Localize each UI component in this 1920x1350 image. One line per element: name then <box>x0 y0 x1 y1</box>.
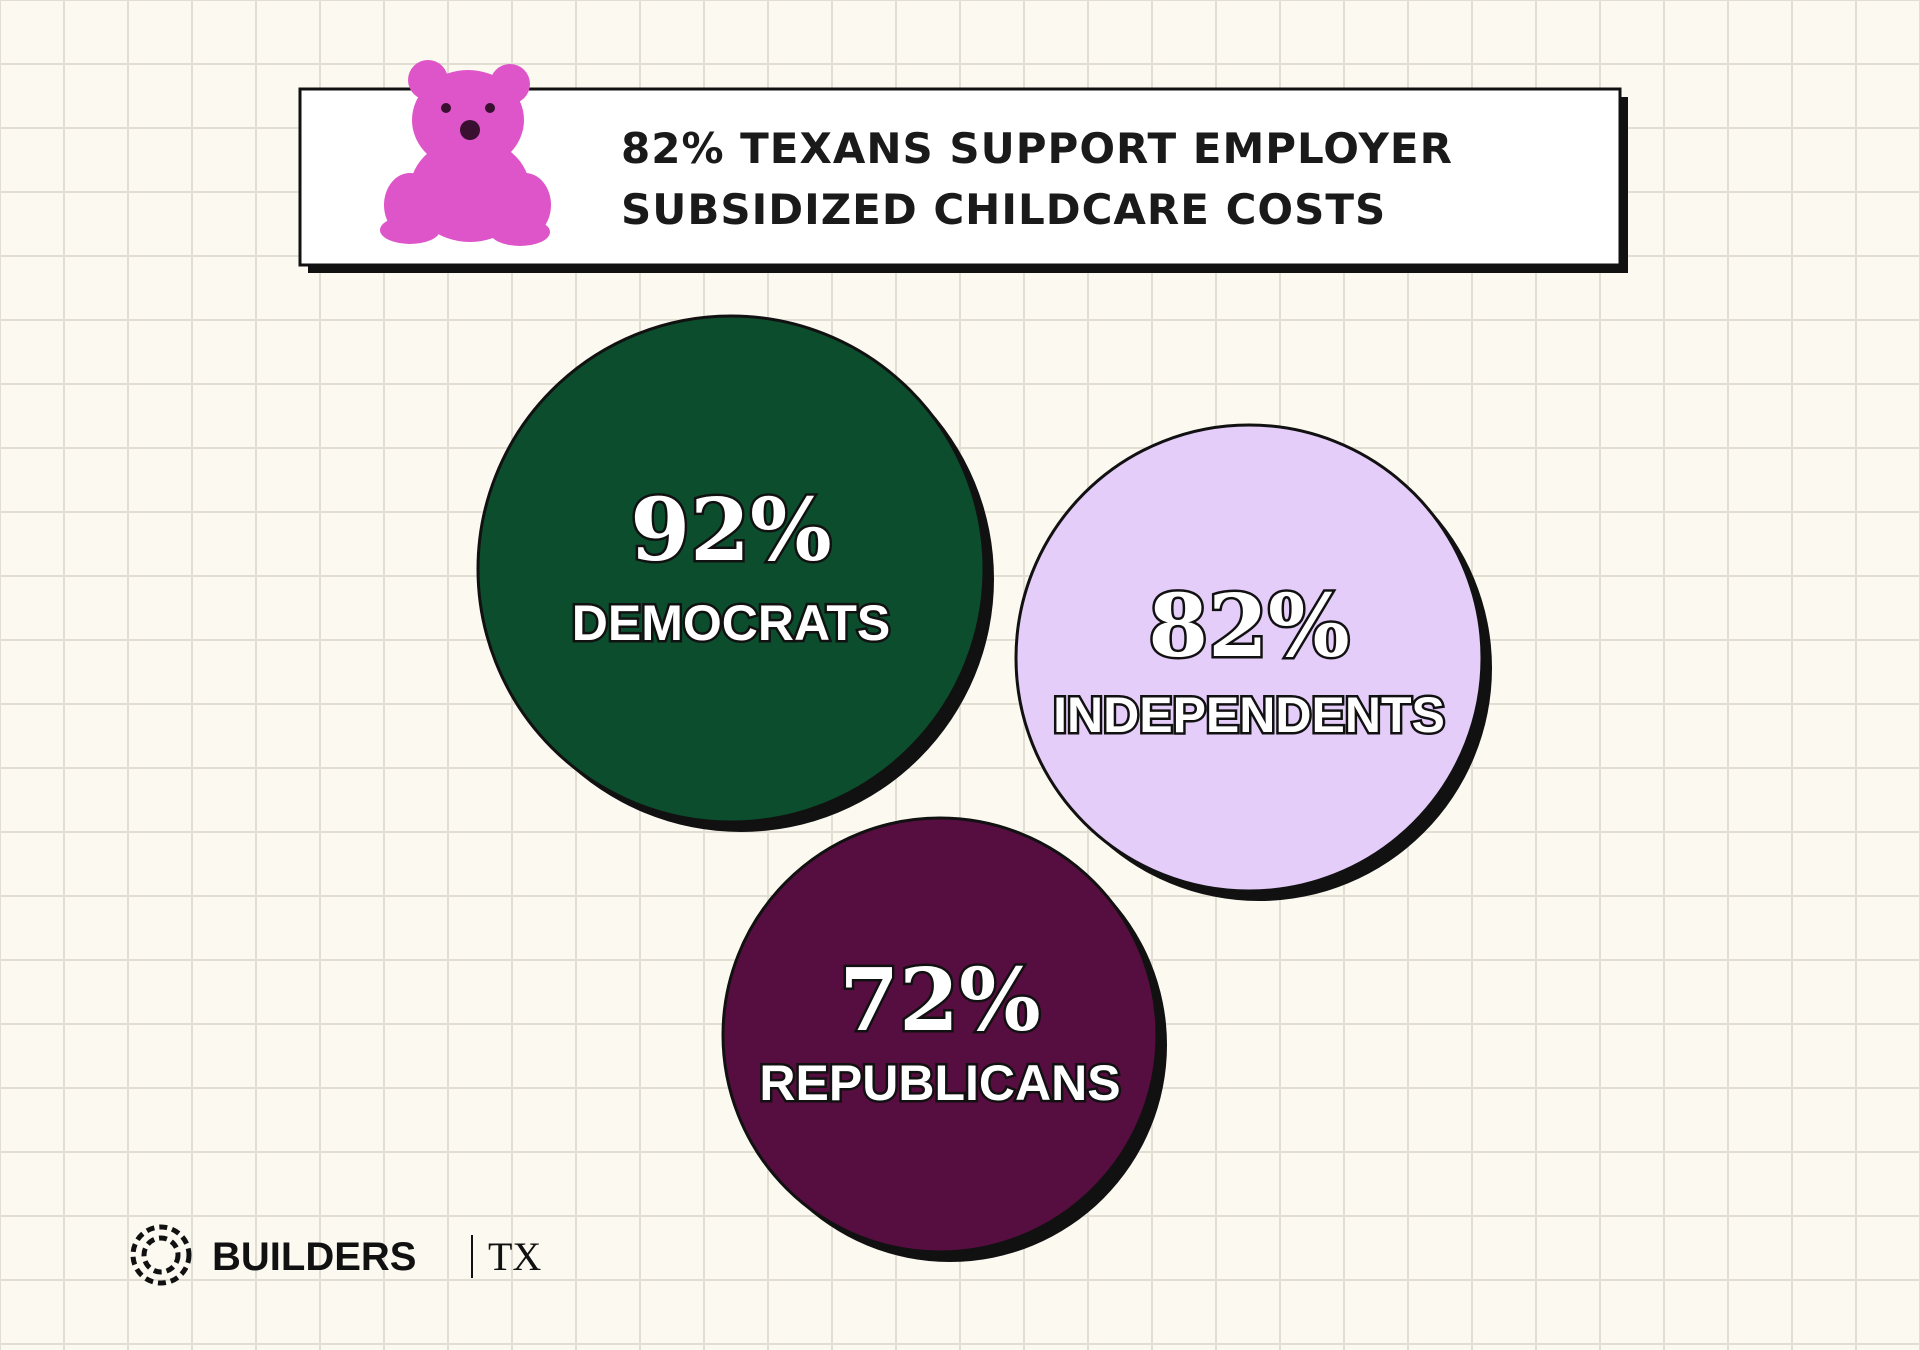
republicans-circle <box>721 816 1159 1254</box>
percent: 82% <box>1148 576 1349 677</box>
group-label: REPUBLICANS <box>759 1055 1120 1111</box>
independents-circle <box>1014 423 1484 893</box>
brand-name: BUILDERS <box>212 1235 416 1279</box>
group-label: INDEPENDENTS <box>1053 687 1445 743</box>
percent: 72% <box>839 950 1040 1051</box>
builders-logo-mark <box>130 1224 192 1286</box>
teddy-bear-icon <box>380 60 551 246</box>
title-line: 82% TEXANS SUPPORT EMPLOYER <box>621 124 1453 173</box>
title-line: SUBSIDIZED CHILDCARE COSTS <box>621 185 1386 234</box>
democrats-circle <box>476 314 986 824</box>
group-label: DEMOCRATS <box>572 595 891 651</box>
brand-region: TX <box>488 1234 541 1279</box>
percent: 92% <box>630 480 831 581</box>
